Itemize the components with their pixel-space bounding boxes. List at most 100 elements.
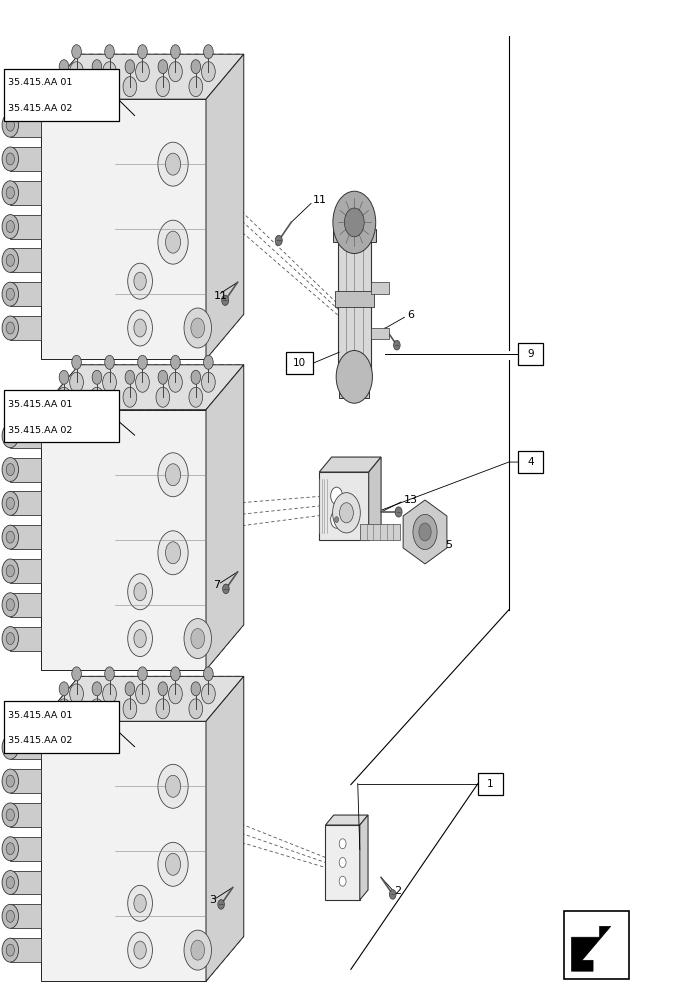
Circle shape — [166, 231, 180, 253]
Circle shape — [339, 839, 346, 849]
Circle shape — [158, 142, 188, 186]
Circle shape — [156, 387, 170, 407]
Circle shape — [394, 340, 400, 350]
Circle shape — [105, 667, 114, 681]
Circle shape — [90, 77, 104, 97]
Circle shape — [340, 503, 354, 523]
Circle shape — [2, 627, 19, 651]
Bar — [371, 328, 389, 339]
Circle shape — [72, 45, 81, 59]
Circle shape — [191, 940, 204, 960]
Circle shape — [345, 208, 364, 237]
Circle shape — [166, 775, 180, 797]
Circle shape — [6, 741, 14, 753]
Bar — [4, 701, 120, 753]
Circle shape — [184, 308, 211, 348]
Circle shape — [2, 769, 19, 793]
Circle shape — [134, 319, 147, 337]
Bar — [10, 627, 41, 651]
Circle shape — [189, 699, 203, 719]
Circle shape — [389, 890, 396, 899]
Polygon shape — [206, 365, 244, 670]
Circle shape — [2, 593, 19, 617]
Polygon shape — [325, 815, 368, 825]
Text: 3: 3 — [208, 895, 216, 905]
Circle shape — [191, 60, 201, 74]
Circle shape — [138, 667, 147, 681]
Circle shape — [2, 282, 19, 306]
Bar — [10, 871, 41, 894]
Circle shape — [166, 153, 180, 175]
Circle shape — [134, 894, 147, 912]
Bar — [339, 369, 369, 398]
Circle shape — [57, 699, 71, 719]
Bar — [10, 491, 41, 515]
Circle shape — [92, 370, 102, 384]
Circle shape — [158, 370, 168, 384]
Circle shape — [275, 235, 282, 245]
Bar — [10, 282, 41, 306]
Bar — [478, 773, 503, 795]
Circle shape — [331, 511, 343, 528]
Circle shape — [59, 370, 69, 384]
Circle shape — [202, 684, 215, 704]
Circle shape — [103, 684, 116, 704]
Bar — [563, 911, 629, 979]
Circle shape — [184, 619, 211, 659]
Text: 35.415.AA 01: 35.415.AA 01 — [8, 400, 73, 409]
Circle shape — [123, 387, 137, 407]
Circle shape — [69, 684, 83, 704]
Text: 35.415.AA 02: 35.415.AA 02 — [8, 426, 73, 435]
Circle shape — [2, 215, 19, 239]
Circle shape — [189, 387, 203, 407]
Circle shape — [223, 584, 229, 594]
Circle shape — [2, 181, 19, 205]
Circle shape — [204, 667, 213, 681]
Circle shape — [128, 932, 153, 968]
Polygon shape — [206, 676, 244, 981]
Circle shape — [6, 497, 14, 509]
Bar — [361, 524, 400, 540]
Circle shape — [123, 699, 137, 719]
Bar — [338, 242, 371, 372]
Circle shape — [72, 355, 81, 369]
Circle shape — [171, 667, 180, 681]
Circle shape — [134, 630, 147, 648]
Circle shape — [125, 60, 135, 74]
Bar — [286, 352, 313, 374]
Text: 2: 2 — [394, 886, 401, 896]
Circle shape — [69, 372, 83, 392]
Circle shape — [57, 77, 71, 97]
Circle shape — [158, 764, 188, 808]
Circle shape — [202, 62, 215, 82]
Circle shape — [2, 113, 19, 137]
Circle shape — [2, 803, 19, 827]
Polygon shape — [360, 815, 368, 900]
Circle shape — [184, 930, 211, 970]
Polygon shape — [41, 99, 206, 359]
Text: 35.415.AA 02: 35.415.AA 02 — [8, 736, 73, 745]
Circle shape — [103, 372, 116, 392]
Text: 35.415.AA 01: 35.415.AA 01 — [8, 78, 73, 87]
Circle shape — [336, 351, 372, 403]
Circle shape — [166, 542, 180, 564]
Polygon shape — [41, 365, 244, 410]
Circle shape — [2, 525, 19, 549]
Circle shape — [6, 877, 14, 889]
Circle shape — [339, 876, 346, 886]
Circle shape — [6, 944, 14, 956]
Circle shape — [134, 583, 147, 601]
Circle shape — [59, 60, 69, 74]
Bar — [10, 525, 41, 549]
Circle shape — [332, 493, 361, 533]
Bar — [10, 837, 41, 861]
Circle shape — [6, 187, 14, 199]
Bar — [10, 803, 41, 827]
Text: 35.415.AA 02: 35.415.AA 02 — [8, 104, 73, 113]
Circle shape — [2, 735, 19, 759]
Polygon shape — [41, 410, 206, 670]
Circle shape — [333, 191, 376, 254]
Circle shape — [90, 699, 104, 719]
Bar — [10, 248, 41, 272]
Circle shape — [6, 288, 14, 300]
